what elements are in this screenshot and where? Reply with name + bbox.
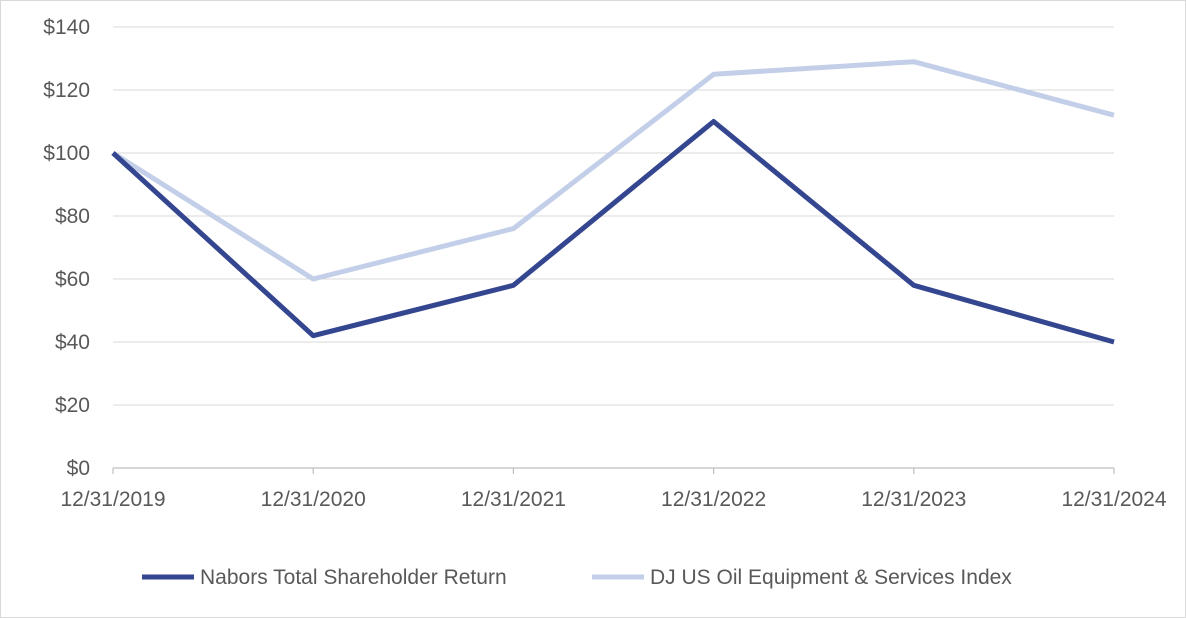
y-tick-label: $80 [55,205,90,228]
y-tick-label: $20 [55,394,90,417]
x-tick-label: 12/31/2024 [1061,488,1166,511]
legend-label: Nabors Total Shareholder Return [200,566,507,589]
x-tick-label: 12/31/2022 [661,488,766,511]
x-tick-label: 12/31/2021 [461,488,566,511]
legend: Nabors Total Shareholder Return DJ US Oil… [142,566,1012,589]
x-axis [112,467,1115,474]
legend-label: DJ US Oil Equipment & Services Index [650,566,1012,589]
y-tick-label: $120 [43,79,90,102]
y-tick-label: $40 [55,331,90,354]
x-tick-label: 12/31/2023 [861,488,966,511]
y-tick-label: $0 [67,457,90,480]
series-lines [111,59,1115,345]
y-axis-tick-labels: $0 $20 $40 $60 $80 $100 $120 $140 [43,16,90,480]
gridlines [113,26,1114,406]
y-tick-label: $140 [43,16,90,39]
series-line-2 [111,59,1115,282]
y-tick-label: $60 [55,268,90,291]
x-axis-tick-labels: 12/31/2019 12/31/2020 12/31/2021 12/31/2022… [60,488,1166,511]
y-tick-label: $100 [43,142,90,165]
x-tick-label: 12/31/2020 [261,488,366,511]
x-tick-label: 12/31/2019 [60,488,165,511]
series-line-1 [111,119,1115,345]
